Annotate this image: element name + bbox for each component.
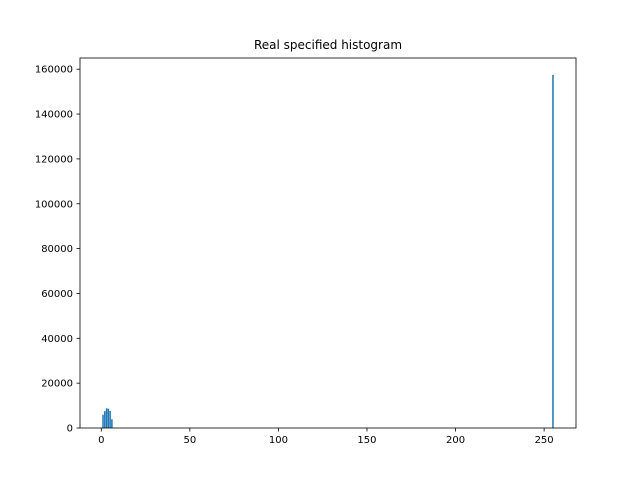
histogram-bar [109,410,111,428]
plot-frame [79,57,577,429]
y-axis: 0 20000 40000 60000 80000 100000 120000 140000 1… [35,65,80,435]
bars-group [102,74,554,428]
y-tick-label: 120000 [35,154,73,165]
x-tick-label: 150 [357,435,376,446]
histogram-bar [104,411,106,428]
chart-title: Real specified histogram [254,38,402,52]
x-tick-label: 100 [269,435,288,446]
y-tick-label: 100000 [35,199,73,210]
x-tick-label: 0 [98,435,104,446]
histogram-bar [107,408,110,428]
y-tick-label: 160000 [35,65,73,76]
y-tick-label: 60000 [41,289,73,300]
x-tick-label: 200 [446,435,465,446]
x-tick-label: 250 [535,435,554,446]
histogram-bar [552,74,554,428]
histogram-bar [111,419,113,428]
y-tick-label: 40000 [41,334,73,345]
x-axis: 0 50 100 150 200 250 [98,428,554,446]
y-tick-label: 140000 [35,110,73,121]
histogram-bar [102,414,104,428]
x-tick-label: 50 [183,435,196,446]
y-tick-label: 80000 [41,244,73,255]
histogram-bar [105,408,108,428]
y-tick-label: 0 [67,424,73,435]
y-tick-label: 20000 [41,379,73,390]
